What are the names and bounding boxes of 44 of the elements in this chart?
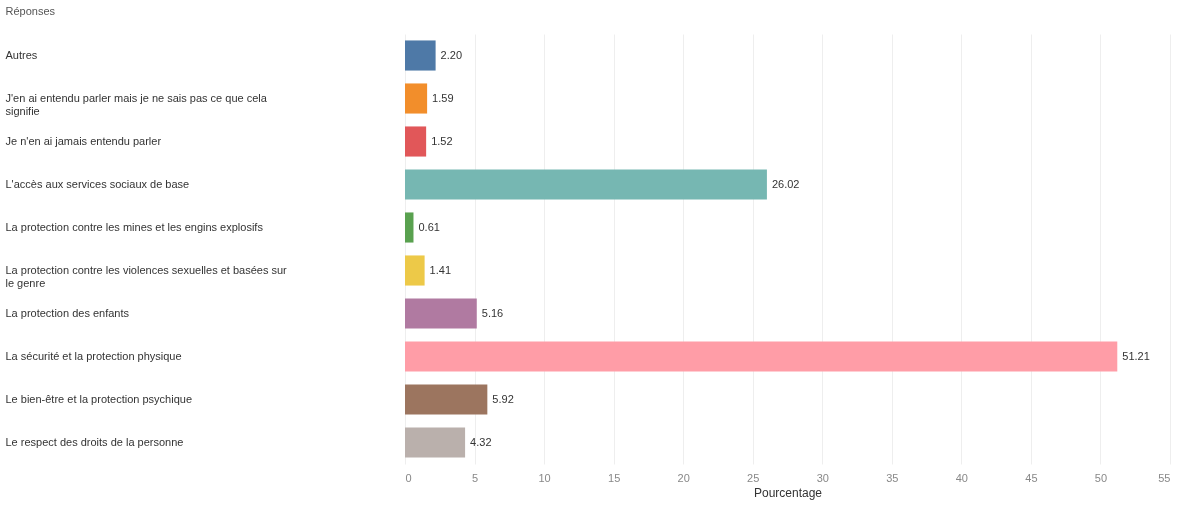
data-label: 1.41 [429,263,452,276]
x-tick-label: 35 [886,471,899,484]
y-tick-label: Autres [5,48,38,61]
x-tick-label: 20 [677,471,690,484]
bar [405,298,477,329]
bar [405,83,428,114]
data-label: 1.59 [432,91,454,104]
y-tick-label: La sécurité et la protection physique [5,349,182,362]
data-label: 4.32 [470,435,492,448]
y-axis-title: Réponses [5,4,56,17]
y-tick-label: La protection des enfants [5,306,130,319]
y-tick-label: L'accès aux services sociaux de base [5,177,190,190]
x-tick-label: 30 [816,471,829,484]
x-tick-label: 40 [955,471,968,484]
bar [405,384,488,415]
y-tick-label: Le respect des droits de la personne [5,435,184,448]
x-tick-label: 25 [747,471,760,484]
x-tick-label: 15 [608,471,621,484]
x-tick-label: 45 [1025,471,1038,484]
bar [405,169,767,200]
data-label: 51.21 [1122,349,1150,362]
y-tick-label: J'en ai entendu parler mais je ne sais pas ce que cela signifie [5,91,268,117]
data-label: 5.92 [492,392,514,405]
y-tick-label: Le bien-être et la protection psychique [5,392,193,405]
bar [405,341,1118,372]
x-tick-label: 55 [1158,471,1171,484]
data-label: 0.61 [418,220,440,233]
bar [405,427,466,458]
data-label: 26.02 [771,177,800,190]
y-tick-label: La protection contre les mines et les engins explosifs [5,220,264,233]
y-tick-label: La protection contre les violences sexuelles et basées sur le genre [5,263,288,289]
x-tick-label: 0 [405,471,412,484]
x-axis-title: Pourcentage [753,485,823,500]
bar [405,126,427,157]
y-tick-label: Je n'en ai jamais entendu parler [5,134,162,147]
data-label: 2.20 [440,48,463,61]
data-label: 1.52 [431,134,453,147]
x-tick-label: 50 [1094,471,1108,484]
x-tick-label: 5 [471,471,479,484]
bar [405,40,436,71]
data-label: 5.16 [481,306,504,319]
bar [405,212,414,243]
x-tick-label: 10 [538,471,551,484]
bar [405,255,425,286]
